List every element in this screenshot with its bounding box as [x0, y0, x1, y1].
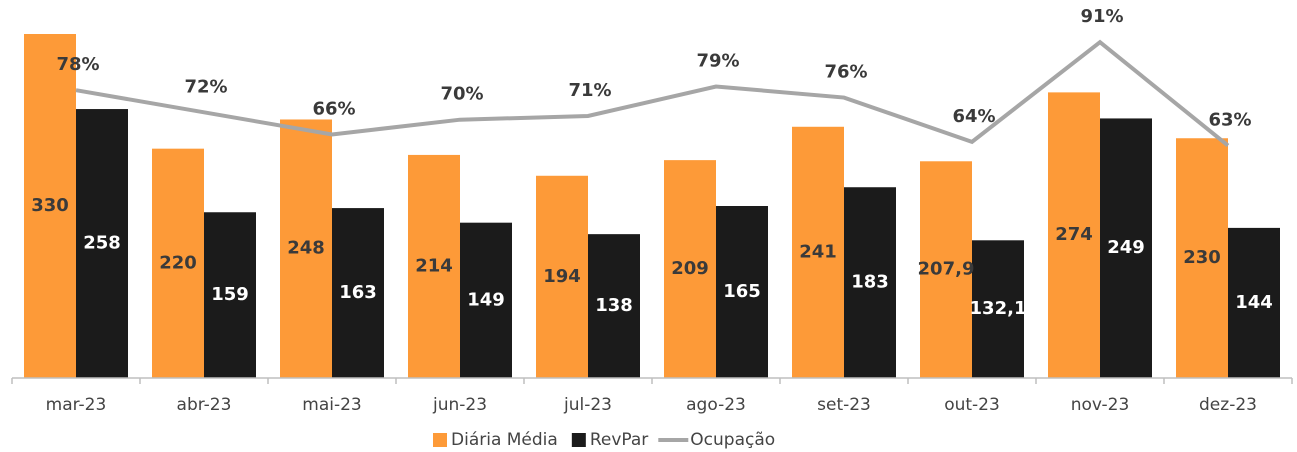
- data-label: 63%: [1208, 110, 1251, 131]
- bar: [1228, 227, 1280, 378]
- bar: [1048, 92, 1100, 378]
- bar: [24, 34, 76, 378]
- data-label: 330: [31, 195, 69, 216]
- data-label: 207,9: [918, 259, 975, 280]
- bar: [844, 187, 896, 378]
- data-label: 71%: [568, 80, 611, 101]
- x-tick-label: ago-23: [686, 395, 746, 415]
- data-label: 159: [211, 284, 249, 305]
- bar: [716, 206, 768, 378]
- legend-label: Diária Média: [451, 430, 558, 450]
- bar: [1100, 118, 1152, 378]
- bar: [972, 240, 1024, 378]
- x-tick-label: dez-23: [1199, 395, 1257, 415]
- bar: [920, 161, 972, 378]
- data-label: 149: [467, 289, 505, 310]
- bar: [280, 119, 332, 378]
- data-label: 258: [83, 233, 121, 254]
- legend-label: Ocupação: [690, 430, 775, 450]
- bar: [152, 148, 204, 378]
- legend-swatch: [571, 433, 586, 447]
- data-label: 194: [543, 266, 581, 287]
- data-label: 76%: [824, 62, 867, 83]
- data-label: 144: [1235, 292, 1273, 313]
- data-label: 70%: [440, 84, 483, 105]
- data-label: 220: [159, 252, 197, 273]
- data-label: 79%: [696, 50, 739, 71]
- bar: [792, 126, 844, 378]
- bar: [408, 154, 460, 378]
- bar: [332, 208, 384, 378]
- x-tick-label: mai-23: [302, 395, 361, 415]
- data-label: 248: [287, 238, 325, 259]
- line: [75, 39, 1230, 148]
- data-label: 66%: [312, 98, 355, 119]
- bar: [1176, 138, 1228, 378]
- data-label: 64%: [952, 106, 995, 127]
- data-label: 230: [1183, 247, 1221, 268]
- data-label: 165: [723, 281, 761, 302]
- bar: [460, 222, 512, 378]
- bar: [588, 234, 640, 378]
- x-tick-label: set-23: [817, 395, 871, 415]
- data-label: 72%: [184, 76, 227, 97]
- bar: [204, 212, 256, 378]
- data-label: 183: [851, 272, 889, 293]
- data-label: 138: [595, 295, 633, 316]
- legend-swatch: [433, 433, 447, 447]
- x-tick-label: nov-23: [1071, 395, 1130, 415]
- x-tick-label: abr-23: [177, 395, 232, 415]
- data-label: 249: [1107, 237, 1145, 258]
- x-tick-label: mar-23: [46, 395, 107, 415]
- legend-label: RevPar: [590, 430, 648, 450]
- data-label: 214: [415, 255, 453, 276]
- x-tick-label: jun-23: [432, 395, 487, 415]
- data-label: 163: [339, 282, 377, 303]
- x-tick-label: out-23: [944, 395, 1000, 415]
- data-label: 209: [671, 258, 709, 279]
- bar: [664, 160, 716, 378]
- x-tick-label: jul-23: [563, 395, 612, 415]
- data-label: 78%: [56, 54, 99, 75]
- bar: [536, 175, 588, 378]
- data-label: 91%: [1080, 6, 1123, 27]
- data-label: 241: [799, 241, 837, 262]
- data-label: 132,1: [970, 298, 1027, 319]
- bar: [76, 109, 128, 379]
- data-label: 274: [1055, 224, 1093, 245]
